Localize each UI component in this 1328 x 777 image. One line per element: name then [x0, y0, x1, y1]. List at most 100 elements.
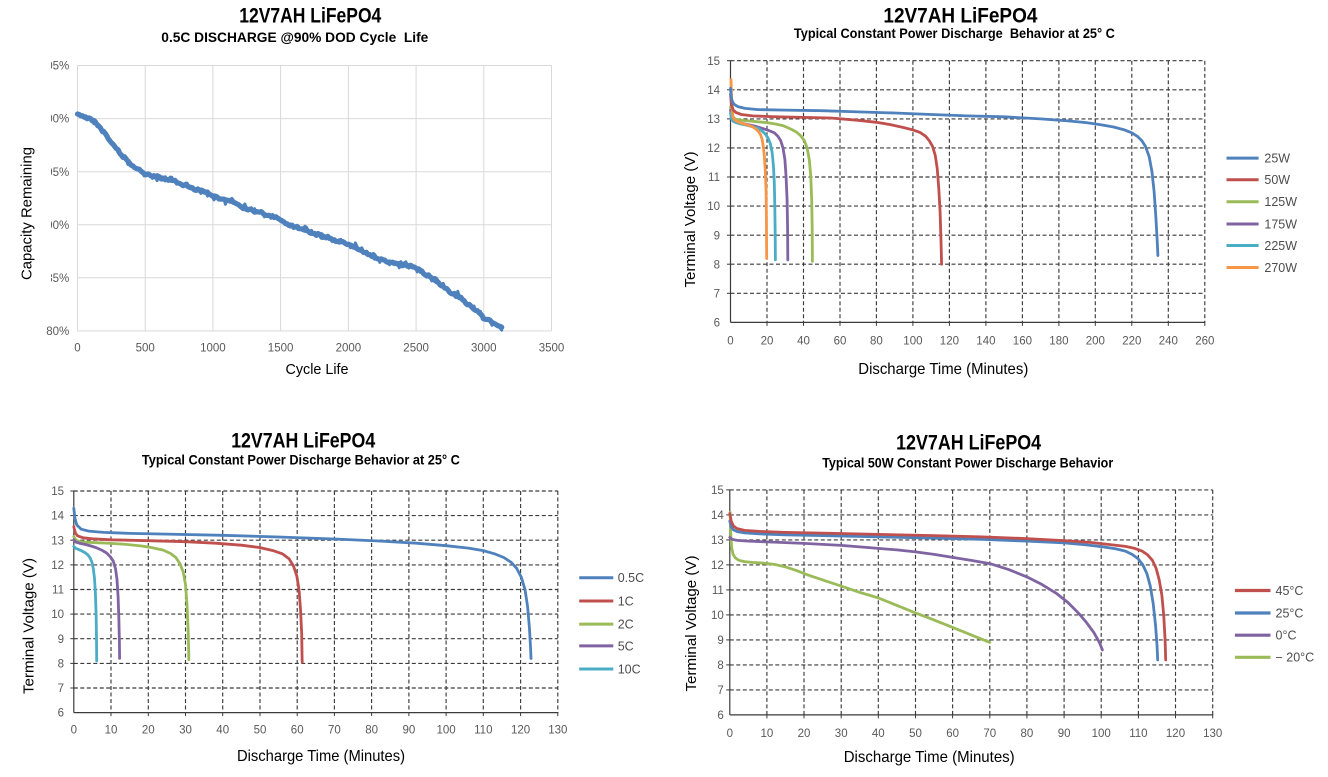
- svg-text:10: 10: [51, 609, 64, 621]
- svg-text:0: 0: [71, 725, 77, 737]
- svg-text:7: 7: [717, 685, 723, 697]
- svg-text:− 20°C: − 20°C: [1276, 651, 1315, 665]
- svg-text:50: 50: [254, 725, 267, 737]
- svg-text:260: 260: [1195, 336, 1214, 348]
- svg-text:11: 11: [712, 585, 724, 597]
- svg-text:220: 220: [1122, 336, 1141, 348]
- svg-text:13: 13: [711, 535, 724, 547]
- svg-text:2500: 2500: [403, 343, 429, 355]
- svg-text:1500: 1500: [268, 343, 294, 355]
- svg-text:70: 70: [983, 728, 996, 740]
- svg-text:14: 14: [707, 85, 720, 97]
- svg-text:13: 13: [707, 114, 720, 126]
- svg-text:40: 40: [216, 725, 229, 737]
- svg-text:500: 500: [136, 343, 155, 355]
- svg-text:Discharge Time (Minutes): Discharge Time (Minutes): [844, 749, 1015, 766]
- svg-text:12V7AH LiFePO4: 12V7AH LiFePO4: [239, 4, 381, 27]
- svg-text:1C: 1C: [618, 594, 634, 608]
- svg-text:90: 90: [403, 725, 416, 737]
- svg-text:6: 6: [714, 318, 720, 330]
- svg-text:12: 12: [711, 560, 724, 572]
- svg-text:20: 20: [761, 336, 774, 348]
- svg-text:45°C: 45°C: [1276, 584, 1304, 598]
- svg-text:80: 80: [870, 336, 883, 348]
- svg-text:80: 80: [365, 725, 378, 737]
- svg-text:Discharge Time (Minutes): Discharge Time (Minutes): [858, 361, 1028, 378]
- svg-text:Terminal Voltage (V): Terminal Voltage (V): [682, 151, 699, 287]
- svg-text:14: 14: [51, 511, 64, 523]
- svg-text:270W: 270W: [1264, 261, 1297, 275]
- svg-text:25°C: 25°C: [1276, 606, 1304, 620]
- svg-text:12: 12: [707, 143, 720, 155]
- svg-text:11: 11: [708, 172, 720, 184]
- svg-text:110: 110: [474, 725, 492, 737]
- svg-text:10: 10: [707, 201, 720, 213]
- svg-text:5C: 5C: [618, 639, 634, 653]
- svg-text:60: 60: [291, 725, 304, 737]
- svg-text:0.5C: 0.5C: [618, 571, 644, 585]
- svg-text:7: 7: [58, 683, 64, 695]
- svg-text:110: 110: [1129, 728, 1147, 740]
- svg-text:0: 0: [727, 728, 733, 740]
- svg-text:Capacity Remaining: Capacity Remaining: [19, 147, 36, 280]
- svg-text:90: 90: [1058, 728, 1071, 740]
- svg-text:70: 70: [328, 725, 341, 737]
- svg-text:Cycle Life: Cycle Life: [286, 361, 349, 378]
- svg-text:60: 60: [946, 728, 959, 740]
- svg-text:13: 13: [51, 535, 64, 547]
- svg-text:10: 10: [711, 610, 724, 622]
- svg-text:120: 120: [1166, 728, 1185, 740]
- svg-text:100: 100: [1092, 728, 1111, 740]
- svg-text:14: 14: [711, 510, 724, 522]
- svg-text:50W: 50W: [1264, 173, 1290, 187]
- svg-text:15: 15: [51, 486, 64, 498]
- svg-text:8: 8: [714, 259, 720, 271]
- svg-text:8: 8: [58, 659, 64, 671]
- svg-text:Typical Constant Power Dischar: Typical Constant Power Discharge Behavio…: [142, 451, 460, 467]
- svg-text:120: 120: [511, 725, 530, 737]
- svg-text:10: 10: [105, 725, 118, 737]
- svg-text:0°C: 0°C: [1276, 629, 1297, 643]
- svg-text:11: 11: [52, 585, 64, 597]
- svg-text:6: 6: [58, 708, 64, 720]
- svg-text:Typical Constant Power Dischar: Typical Constant Power Discharge Behavio…: [794, 25, 1115, 41]
- svg-text:0.5C DISCHARGE @90% DOD Cycle: 0.5C DISCHARGE @90% DOD Cycle Life: [161, 29, 428, 45]
- svg-text:130: 130: [548, 725, 567, 737]
- svg-text:12V7AH LiFePO4: 12V7AH LiFePO4: [883, 5, 1037, 28]
- svg-text:30: 30: [835, 728, 848, 740]
- svg-text:160: 160: [1013, 336, 1032, 348]
- svg-text:2C: 2C: [618, 618, 634, 632]
- svg-text:9: 9: [714, 230, 720, 242]
- svg-text:12: 12: [51, 560, 64, 572]
- svg-text:Terminal Voltage (V): Terminal Voltage (V): [683, 555, 700, 691]
- svg-text:10: 10: [761, 728, 774, 740]
- svg-text:100: 100: [437, 725, 456, 737]
- svg-text:0: 0: [727, 336, 733, 348]
- svg-text:9: 9: [717, 635, 723, 647]
- svg-text:125W: 125W: [1264, 195, 1297, 209]
- svg-text:95%: 95%: [46, 167, 69, 179]
- svg-text:30: 30: [179, 725, 192, 737]
- svg-text:120: 120: [940, 336, 959, 348]
- svg-text:200: 200: [1086, 336, 1105, 348]
- svg-text:225W: 225W: [1264, 239, 1297, 253]
- svg-text:8: 8: [717, 660, 723, 672]
- svg-text:12V7AH LiFePO4: 12V7AH LiFePO4: [231, 430, 375, 453]
- svg-text:1000: 1000: [200, 343, 226, 355]
- svg-text:80%: 80%: [46, 326, 69, 338]
- svg-text:180: 180: [1049, 336, 1068, 348]
- svg-text:15: 15: [707, 56, 720, 68]
- svg-text:60: 60: [834, 336, 847, 348]
- svg-text:40: 40: [797, 336, 810, 348]
- svg-text:20: 20: [798, 728, 811, 740]
- svg-text:85%: 85%: [46, 273, 69, 285]
- svg-text:3000: 3000: [471, 343, 497, 355]
- svg-text:12V7AH LiFePO4: 12V7AH LiFePO4: [896, 432, 1041, 455]
- svg-text:240: 240: [1159, 336, 1178, 348]
- svg-text:0: 0: [74, 343, 80, 355]
- svg-text:20: 20: [142, 725, 155, 737]
- svg-text:100: 100: [903, 336, 922, 348]
- svg-text:Discharge Time (Minutes): Discharge Time (Minutes): [237, 748, 405, 765]
- svg-text:10C: 10C: [618, 662, 641, 676]
- svg-text:25W: 25W: [1264, 152, 1290, 166]
